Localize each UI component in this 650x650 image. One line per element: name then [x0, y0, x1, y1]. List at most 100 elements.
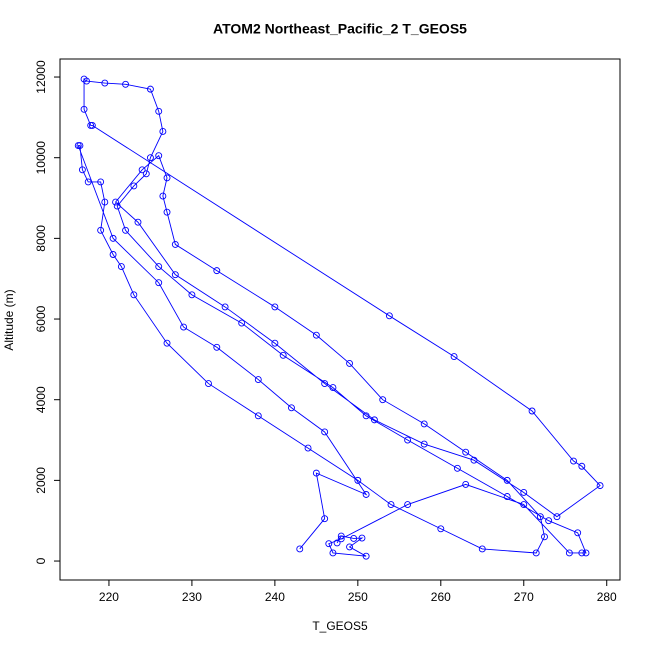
- data-point: [387, 501, 395, 509]
- data-point: [138, 166, 146, 174]
- data-point: [553, 513, 561, 521]
- chart-title: ATOM2 Northeast_Pacific_2 T_GEOS5: [213, 21, 467, 37]
- data-point: [88, 121, 96, 129]
- data-point: [503, 493, 511, 500]
- data-point: [470, 456, 478, 464]
- data-point: [520, 501, 528, 509]
- data-point: [404, 436, 412, 444]
- data-point: [578, 462, 586, 470]
- data-point: [101, 79, 109, 87]
- data-point: [321, 428, 329, 436]
- y-tick-label: 0: [34, 557, 48, 564]
- data-point: [337, 532, 345, 540]
- data-point: [130, 182, 138, 190]
- y-tick-label: 8000: [34, 225, 48, 252]
- data-point: [159, 128, 167, 135]
- data-point: [321, 380, 329, 388]
- data-point: [163, 339, 171, 347]
- data-point: [271, 303, 279, 311]
- data-point: [97, 226, 105, 234]
- x-tick-label: 230: [182, 590, 202, 604]
- x-tick-label: 260: [431, 590, 451, 604]
- data-point: [74, 142, 82, 150]
- x-tick-label: 280: [597, 590, 617, 604]
- data-point: [155, 279, 163, 287]
- data-point: [84, 178, 92, 186]
- data-point: [213, 343, 221, 351]
- data-point: [296, 545, 304, 553]
- y-axis-label: Altitude (m): [2, 289, 16, 350]
- data-point: [109, 234, 117, 242]
- data-point: [536, 513, 544, 521]
- data-point: [159, 192, 167, 200]
- x-tick-label: 240: [265, 590, 285, 604]
- data-point: [541, 533, 548, 541]
- data-point: [333, 539, 341, 547]
- data-point: [117, 263, 125, 271]
- data-point: [570, 457, 577, 465]
- data-point: [112, 198, 120, 206]
- data-point: [420, 440, 428, 448]
- y-tick-label: 6000: [34, 305, 48, 332]
- data-point: [238, 319, 246, 327]
- data-point: [532, 549, 540, 557]
- data-point: [528, 407, 536, 415]
- data-point: [574, 529, 582, 537]
- data-point: [180, 323, 188, 331]
- data-point: [254, 376, 262, 383]
- y-tick-label: 4000: [34, 386, 48, 413]
- data-point: [188, 291, 196, 299]
- data-point: [565, 549, 573, 557]
- data-point: [545, 517, 553, 525]
- data-line: [77, 78, 601, 557]
- data-point: [420, 420, 428, 428]
- data-point: [453, 464, 461, 472]
- data-point: [362, 552, 370, 560]
- data-point: [346, 543, 353, 551]
- data-point: [350, 535, 358, 542]
- data-point: [582, 549, 590, 557]
- data-point: [97, 178, 105, 186]
- data-point: [78, 166, 86, 174]
- data-point: [130, 291, 138, 299]
- data-point: [370, 416, 378, 424]
- data-point: [578, 549, 586, 557]
- data-point: [146, 154, 154, 162]
- data-point: [437, 525, 445, 533]
- data-point: [254, 412, 262, 420]
- data-point: [163, 208, 171, 216]
- data-point: [321, 515, 329, 523]
- data-point: [478, 545, 486, 553]
- data-point: [163, 174, 171, 182]
- data-point: [596, 482, 604, 490]
- y-tick-label: 10000: [34, 141, 48, 175]
- data-point: [155, 107, 163, 115]
- data-point: [213, 267, 221, 275]
- data-point: [101, 198, 109, 206]
- data-point: [155, 263, 163, 271]
- data-point: [312, 331, 320, 339]
- data-point: [80, 75, 88, 83]
- data-point: [288, 404, 295, 412]
- x-tick-label: 270: [514, 590, 534, 604]
- x-tick-label: 250: [348, 590, 368, 604]
- data-point: [171, 240, 179, 248]
- data-point: [171, 271, 179, 279]
- data-point: [354, 476, 362, 484]
- data-point: [462, 480, 470, 488]
- data-point: [520, 489, 528, 496]
- data-point: [337, 535, 345, 543]
- data-point: [271, 339, 279, 347]
- y-tick-label: 2000: [34, 467, 48, 494]
- data-point: [379, 396, 387, 404]
- data-point: [304, 444, 312, 452]
- data-point: [462, 448, 470, 456]
- data-point: [503, 476, 511, 484]
- data-point: [362, 412, 370, 420]
- data-point: [358, 534, 366, 542]
- data-point: [312, 469, 320, 477]
- data-point: [404, 501, 412, 509]
- y-tick-label: 12000: [34, 60, 48, 94]
- data-point: [329, 549, 337, 557]
- data-point: [329, 384, 337, 392]
